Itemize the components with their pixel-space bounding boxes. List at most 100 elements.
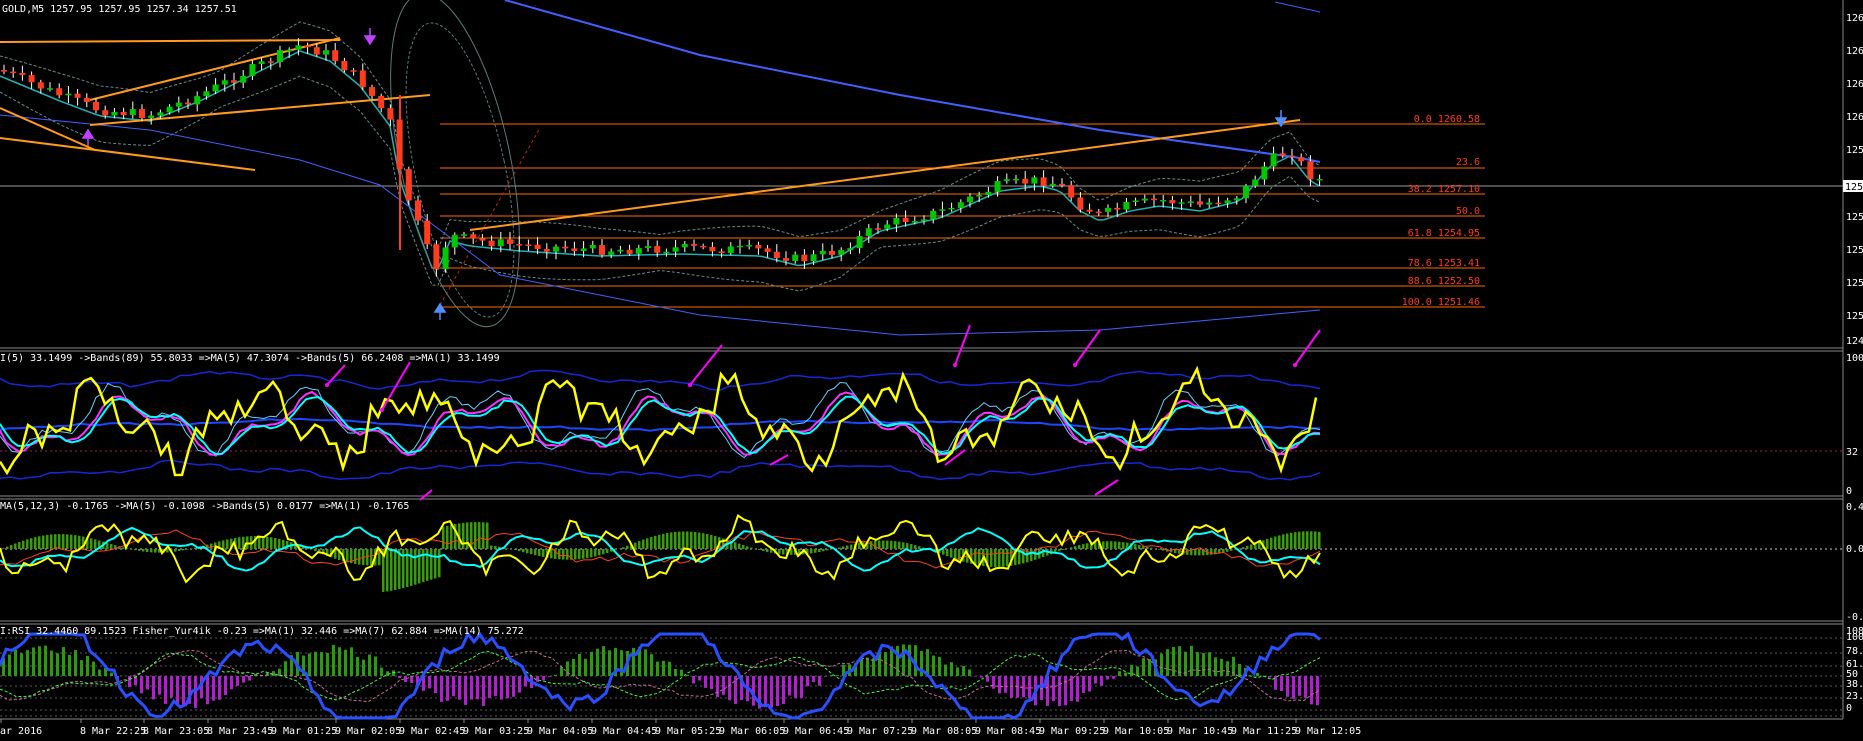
macd-histogram-bar <box>958 549 961 561</box>
macd-histogram-bar <box>218 541 221 549</box>
fisher-histogram-bar <box>878 651 881 676</box>
macd-histogram-bar <box>1298 531 1301 549</box>
rsi-signal-arrow <box>944 449 966 466</box>
fisher-histogram-bar <box>914 645 917 676</box>
price-axis-label: 125 <box>1846 245 1863 256</box>
macd-histogram-bar <box>1134 544 1137 549</box>
macd-histogram-bar <box>562 549 565 560</box>
fisher-histogram-bar <box>1166 649 1169 676</box>
candle-body <box>1187 201 1194 203</box>
fisher-histogram-bar <box>236 676 239 686</box>
macd-histogram-bar <box>1082 544 1085 549</box>
fisher-panel[interactable] <box>0 631 1843 720</box>
fisher-histogram-bar <box>140 676 143 694</box>
macd-histogram-bar <box>1318 531 1321 549</box>
macd-histogram-bar <box>1266 538 1269 549</box>
fisher-histogram-bar <box>542 676 545 681</box>
candle-body <box>295 45 302 50</box>
macd-histogram-bar <box>558 549 561 560</box>
fisher-histogram-bar <box>1028 676 1031 699</box>
rsi-panel[interactable] <box>0 324 1843 501</box>
fisher-histogram-bar <box>992 676 995 689</box>
fisher-histogram-bar <box>1040 676 1043 700</box>
macd-panel[interactable] <box>0 514 1843 592</box>
time-axis-label: 9 Mar 04:45 <box>591 726 657 737</box>
macd-histogram-bar <box>1170 549 1173 553</box>
price-axis-label: 126 <box>1846 13 1863 24</box>
candle-body <box>267 61 274 63</box>
fisher-histogram-bar <box>380 667 383 676</box>
fisher-histogram-bar <box>1052 676 1055 702</box>
macd-histogram-bar <box>486 522 489 549</box>
fisher-histogram-bar <box>1214 657 1217 676</box>
rsi-signal-arrow <box>1094 479 1119 496</box>
candle-body <box>691 243 697 246</box>
candle-body <box>461 234 467 236</box>
fisher-histogram-bar <box>1220 658 1223 676</box>
macd-histogram-bar <box>154 549 157 553</box>
fisher-histogram-bar <box>1136 666 1139 676</box>
macd-histogram-bar <box>1158 549 1161 550</box>
fisher-histogram-bar <box>692 676 695 684</box>
macd-histogram-bar <box>94 539 97 549</box>
fisher-histogram-bar <box>356 656 359 676</box>
macd-histogram-bar <box>314 549 317 552</box>
macd-histogram-bar <box>1194 549 1197 556</box>
candle-body <box>626 249 633 254</box>
macd-histogram-bar <box>714 535 717 549</box>
macd-histogram-bar <box>282 539 285 549</box>
trendlines[interactable] <box>0 37 1301 231</box>
macd-histogram-bar <box>770 549 773 553</box>
macd-histogram-bar <box>970 549 973 564</box>
candle-body <box>442 247 449 270</box>
envelope-band <box>390 0 520 328</box>
macd-histogram-bar <box>1218 549 1221 554</box>
macd-histogram-bar <box>1234 549 1237 550</box>
fibonacci-retracement[interactable] <box>439 123 1485 308</box>
price-axis-label: 126 <box>1846 46 1863 57</box>
macd-histogram-bar <box>326 549 329 556</box>
fisher-histogram-bar <box>1316 676 1319 706</box>
time-axis-label: 8 Mar 23:05 <box>143 726 209 737</box>
macd-histogram-bar <box>906 543 909 549</box>
macd-histogram-bar <box>702 533 705 549</box>
macd-histogram-bar <box>994 549 997 567</box>
macd-histogram-bar <box>346 549 349 563</box>
fisher-histogram-bar <box>1238 663 1241 676</box>
macd-histogram-bar <box>650 536 653 549</box>
macd-histogram-bar <box>498 546 501 549</box>
macd-histogram-bar <box>1238 548 1241 549</box>
macd-histogram-bar <box>1270 537 1273 549</box>
slow-ma-lower <box>0 114 1321 336</box>
macd-histogram-bar <box>146 549 149 553</box>
macd-histogram-bar <box>606 549 609 554</box>
fisher-histogram-bar <box>212 676 215 701</box>
rsi-signal-arrow <box>954 324 971 366</box>
fisher-histogram-bar <box>8 654 11 676</box>
fisher-histogram-bar <box>1232 656 1235 676</box>
candle-body <box>1215 202 1222 205</box>
fisher-histogram-bar <box>656 661 659 676</box>
candle-body <box>810 254 817 262</box>
macd-histogram-bar <box>850 544 853 549</box>
fisher-line <box>0 631 1321 720</box>
macd-histogram-bar <box>454 524 457 549</box>
fisher-histogram-bar <box>752 676 755 706</box>
rsi-upper-band <box>0 369 1321 391</box>
macd-histogram-bar <box>710 534 713 549</box>
macd-histogram-bar <box>1198 549 1201 556</box>
macd-histogram-bar <box>506 548 509 549</box>
fisher-histogram-bar <box>854 663 857 676</box>
macd-histogram-bar <box>1114 541 1117 549</box>
macd-histogram-bar <box>318 549 321 553</box>
macd-histogram-bar <box>86 537 89 549</box>
fisher-histogram-bar <box>446 676 449 701</box>
svg-text:38.2: 38.2 <box>1846 679 1863 690</box>
candle-body <box>571 248 578 251</box>
macd-histogram-bar <box>462 522 465 549</box>
macd-panel-header: MA(5,12,3) -0.1765 ->MA(5) -0.1098 ->Ban… <box>0 501 409 512</box>
fisher-histogram-bar <box>974 676 977 677</box>
macd-histogram-bar <box>478 522 481 549</box>
macd-histogram-bar <box>14 543 17 549</box>
